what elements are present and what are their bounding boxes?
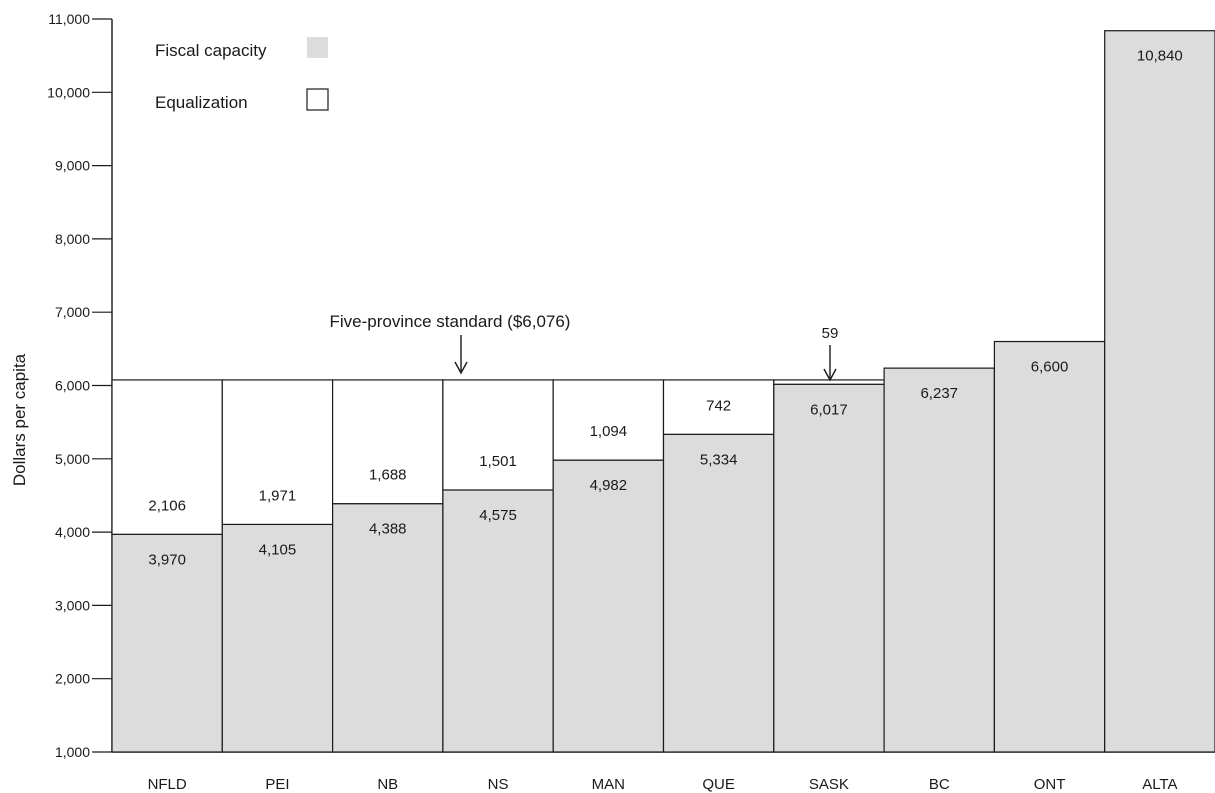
y-tick-label: 8,000 [55,231,90,247]
y-tick-label: 5,000 [55,451,90,467]
bar-fiscal-capacity [221,523,334,753]
category-label: SASK [809,776,849,793]
bar-fiscal-capacity [111,533,223,753]
value-label-fiscal-capacity: 5,334 [700,451,738,468]
value-label-fiscal-capacity: 4,982 [590,477,628,494]
bar-equalization [442,379,554,491]
category-label: MAN [592,776,625,793]
legend-label-equalization: Equalization [155,93,248,112]
bar-fiscal-capacity [1104,30,1215,753]
value-label-equalization: 1,094 [590,423,628,440]
category-label: PEI [265,776,289,793]
bars [111,30,1215,753]
legend-label-fiscal-capacity: Fiscal capacity [155,41,267,60]
legend-swatch-equalization [306,88,329,111]
category-label: NFLD [148,776,187,793]
bar-fiscal-capacity [552,459,665,753]
sask-arrow [823,345,837,382]
bar-fiscal-capacity [332,503,444,753]
annotations: Five-province standard ($6,076) 59 [330,312,839,382]
category-label: ONT [1034,776,1066,793]
value-label-fiscal-capacity: 10,840 [1137,48,1183,65]
value-label-fiscal-capacity: 3,970 [148,551,186,568]
y-tick-label: 10,000 [47,84,90,100]
y-tick-label: 3,000 [55,597,90,613]
value-label-equalization: 1,688 [369,467,407,484]
bar-fiscal-capacity [993,340,1106,753]
category-label: NS [488,776,509,793]
legend: Fiscal capacity Equalization [155,37,329,112]
category-label: QUE [702,776,735,793]
value-label-equalization: 742 [706,397,731,414]
y-tick-label: 2,000 [55,671,90,687]
y-tick-label: 11,000 [48,11,90,27]
bar-fiscal-capacity [883,367,995,753]
value-label-fiscal-capacity: 4,575 [479,507,517,524]
sask-equalization-annotation: 59 [822,325,839,342]
bar-equalization [662,379,775,435]
category-label: NB [377,776,398,793]
value-label-fiscal-capacity: 6,600 [1031,359,1069,376]
value-label-fiscal-capacity: 6,237 [920,385,958,402]
y-tick-label: 6,000 [55,378,90,394]
bar-equalization [552,379,665,461]
bar-fiscal-capacity [773,383,885,753]
value-label-fiscal-capacity: 4,388 [369,521,407,538]
category-labels: NFLD PEI NB NS MAN QUE SASK BC ONT ALTA [148,776,1178,793]
standard-annotation: Five-province standard ($6,076) [330,312,571,331]
bar-equalization [111,379,223,535]
bar-fiscal-capacity [662,433,775,753]
category-label: BC [929,776,950,793]
y-axis-title: Dollars per capita [10,353,29,486]
standard-arrow [454,335,468,375]
y-tick-label: 7,000 [55,304,90,320]
value-label-fiscal-capacity: 6,017 [810,401,848,418]
value-labels: 3,970 2,106 4,105 1,971 4,388 1,688 4,575 1,501… [148,48,1182,569]
bar-fiscal-capacity [442,489,554,753]
value-label-equalization: 1,501 [479,453,517,470]
legend-swatch-fiscal-capacity [307,37,328,58]
y-tick-label: 4,000 [55,524,90,540]
bar-equalization [773,379,885,385]
value-label-equalization: 1,971 [259,487,297,504]
y-tick-label: 1,000 [55,744,90,760]
bar-equalization [221,379,334,526]
value-label-fiscal-capacity: 4,105 [259,541,297,558]
y-tick-label: 9,000 [55,158,90,174]
category-label: ALTA [1142,776,1177,793]
bar-equalization [332,379,444,505]
value-label-equalization: 2,106 [148,497,186,514]
